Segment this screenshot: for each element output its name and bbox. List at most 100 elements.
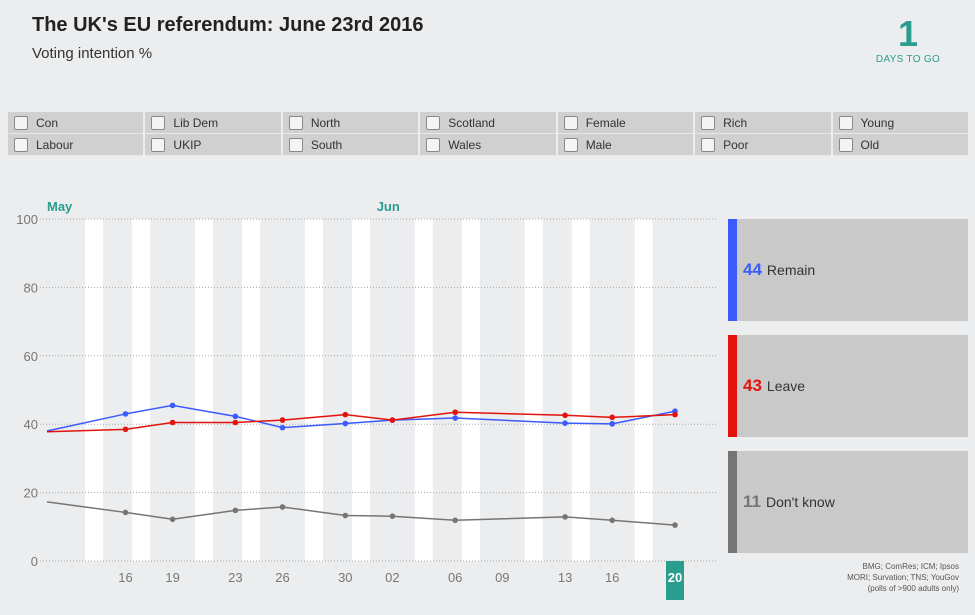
filter-label: UKIP: [173, 137, 202, 152]
filter-ukip-checkbox[interactable]: [151, 137, 166, 152]
filter-label: South: [310, 137, 343, 152]
filter-north-checkbox[interactable]: [288, 115, 303, 130]
data-point-remain: [169, 402, 176, 409]
x-tick-label-current: 20: [668, 570, 682, 585]
filter-lib-dem-checkbox[interactable]: [151, 115, 166, 130]
x-tick-label: 16: [605, 570, 619, 585]
data-point-don-t-know: [609, 517, 615, 524]
x-tick-label: 09: [495, 570, 509, 585]
filter-label: Female: [585, 115, 626, 130]
data-point-don-t-know: [122, 509, 129, 516]
filter-labour[interactable]: Labour: [8, 134, 144, 156]
filter-male[interactable]: Male: [557, 134, 694, 156]
data-point-leave: [122, 426, 129, 433]
legend-dont-know-label: Don't know: [765, 494, 835, 510]
data-point-remain: [342, 420, 349, 427]
y-tick-label: 100: [16, 212, 38, 227]
y-tick-label: 20: [24, 486, 38, 501]
filter-ukip[interactable]: UKIP: [145, 134, 281, 156]
week-band: [461, 219, 480, 561]
filter-label: Scotland: [448, 115, 495, 130]
data-point-leave: [279, 417, 286, 423]
filter-rich-checkbox[interactable]: [701, 115, 716, 130]
source-line-2: MORI; Survation; TNS; YouGov: [847, 573, 959, 582]
x-tick-label: 23: [228, 570, 242, 585]
filter-wales[interactable]: Wales: [420, 134, 556, 156]
week-band: [414, 219, 433, 561]
filter-female-checkbox[interactable]: [563, 115, 578, 130]
week-band: [304, 219, 323, 561]
filter-label: Rich: [723, 115, 748, 130]
y-tick-label: 0: [31, 554, 38, 569]
month-label: Jun: [377, 199, 400, 214]
filter-scotland[interactable]: Scotland: [420, 112, 556, 134]
filter-south[interactable]: South: [282, 134, 419, 156]
data-point-leave: [342, 411, 349, 418]
week-band: [352, 219, 370, 561]
filter-young[interactable]: Young: [832, 112, 968, 134]
legend-remain-label: Remain: [766, 262, 816, 278]
filter-label: Labour: [36, 137, 74, 152]
x-tick-label: 02: [385, 570, 399, 585]
legend-remain: 44 Remain: [728, 219, 968, 321]
y-tick-label: 80: [24, 280, 38, 295]
filter-young-checkbox[interactable]: [838, 115, 853, 130]
filter-con-checkbox[interactable]: [14, 115, 28, 130]
x-tick-label: 16: [118, 570, 132, 585]
data-point-leave: [609, 414, 615, 421]
legend-remain-value: 44: [743, 260, 762, 279]
data-point-don-t-know: [342, 512, 349, 519]
week-band: [242, 219, 261, 561]
data-point-don-t-know: [452, 517, 459, 524]
x-tick-label: 13: [558, 570, 572, 585]
filter-north[interactable]: North: [282, 112, 419, 134]
filter-old[interactable]: Old: [832, 134, 968, 156]
filter-rich[interactable]: Rich: [695, 112, 831, 134]
filter-poor-checkbox[interactable]: [701, 137, 716, 152]
legend-leave: 43 Leave: [728, 335, 968, 437]
legend-leave-label: Leave: [766, 378, 806, 394]
filter-label: Male: [585, 137, 612, 152]
filter-old-checkbox[interactable]: [838, 137, 853, 152]
current-date-marker: [666, 561, 684, 600]
filter-south-checkbox[interactable]: [288, 137, 303, 152]
week-band: [132, 219, 151, 561]
filter-wales-checkbox[interactable]: [426, 137, 441, 152]
source-note: BMG; ComRes; ICM; Ipsos MORI; Survation;…: [729, 561, 959, 594]
data-point-don-t-know: [279, 504, 286, 510]
filter-labour-checkbox[interactable]: [14, 137, 28, 152]
filter-female[interactable]: Female: [557, 112, 694, 134]
filter-lib-dem[interactable]: Lib Dem: [145, 112, 281, 134]
data-point-leave: [389, 417, 396, 423]
countdown: 1 DAYS TO GO: [873, 13, 943, 66]
legend-dont-know-value: 11: [743, 492, 761, 511]
data-point-don-t-know: [389, 513, 396, 519]
week-band: [195, 219, 213, 561]
filter-scotland-checkbox[interactable]: [426, 115, 441, 130]
data-point-leave: [169, 419, 176, 426]
source-line-1: BMG; ComRes; ICM; Ipsos: [862, 562, 959, 571]
x-tick-label: 06: [448, 570, 462, 585]
legend-dont-know: 11 Don't know: [728, 451, 968, 553]
data-point-remain: [609, 421, 615, 427]
legend-leave-value: 43: [743, 376, 762, 395]
filter-poor[interactable]: Poor: [695, 134, 831, 156]
data-point-leave: [452, 409, 459, 416]
y-tick-label: 40: [24, 417, 38, 432]
legend-leave-color-bar: [728, 335, 737, 437]
filter-label: Poor: [723, 137, 749, 152]
filter-male-checkbox[interactable]: [563, 137, 578, 152]
filter-row: Labour UKIP South Wales Male Poor Old: [8, 134, 968, 156]
week-band: [571, 219, 590, 561]
page-subtitle: Voting intention %: [32, 45, 153, 62]
month-label: May: [47, 199, 73, 214]
filter-grid: Con Lib Dem North Scotland Female Rich Young La…: [8, 112, 968, 156]
data-point-remain: [279, 424, 286, 431]
countdown-number: 1: [897, 13, 919, 54]
data-point-leave: [232, 419, 239, 426]
data-point-don-t-know: [562, 514, 568, 520]
data-point-remain: [562, 420, 568, 426]
filter-con[interactable]: Con: [8, 112, 144, 134]
data-point-don-t-know: [232, 507, 239, 514]
